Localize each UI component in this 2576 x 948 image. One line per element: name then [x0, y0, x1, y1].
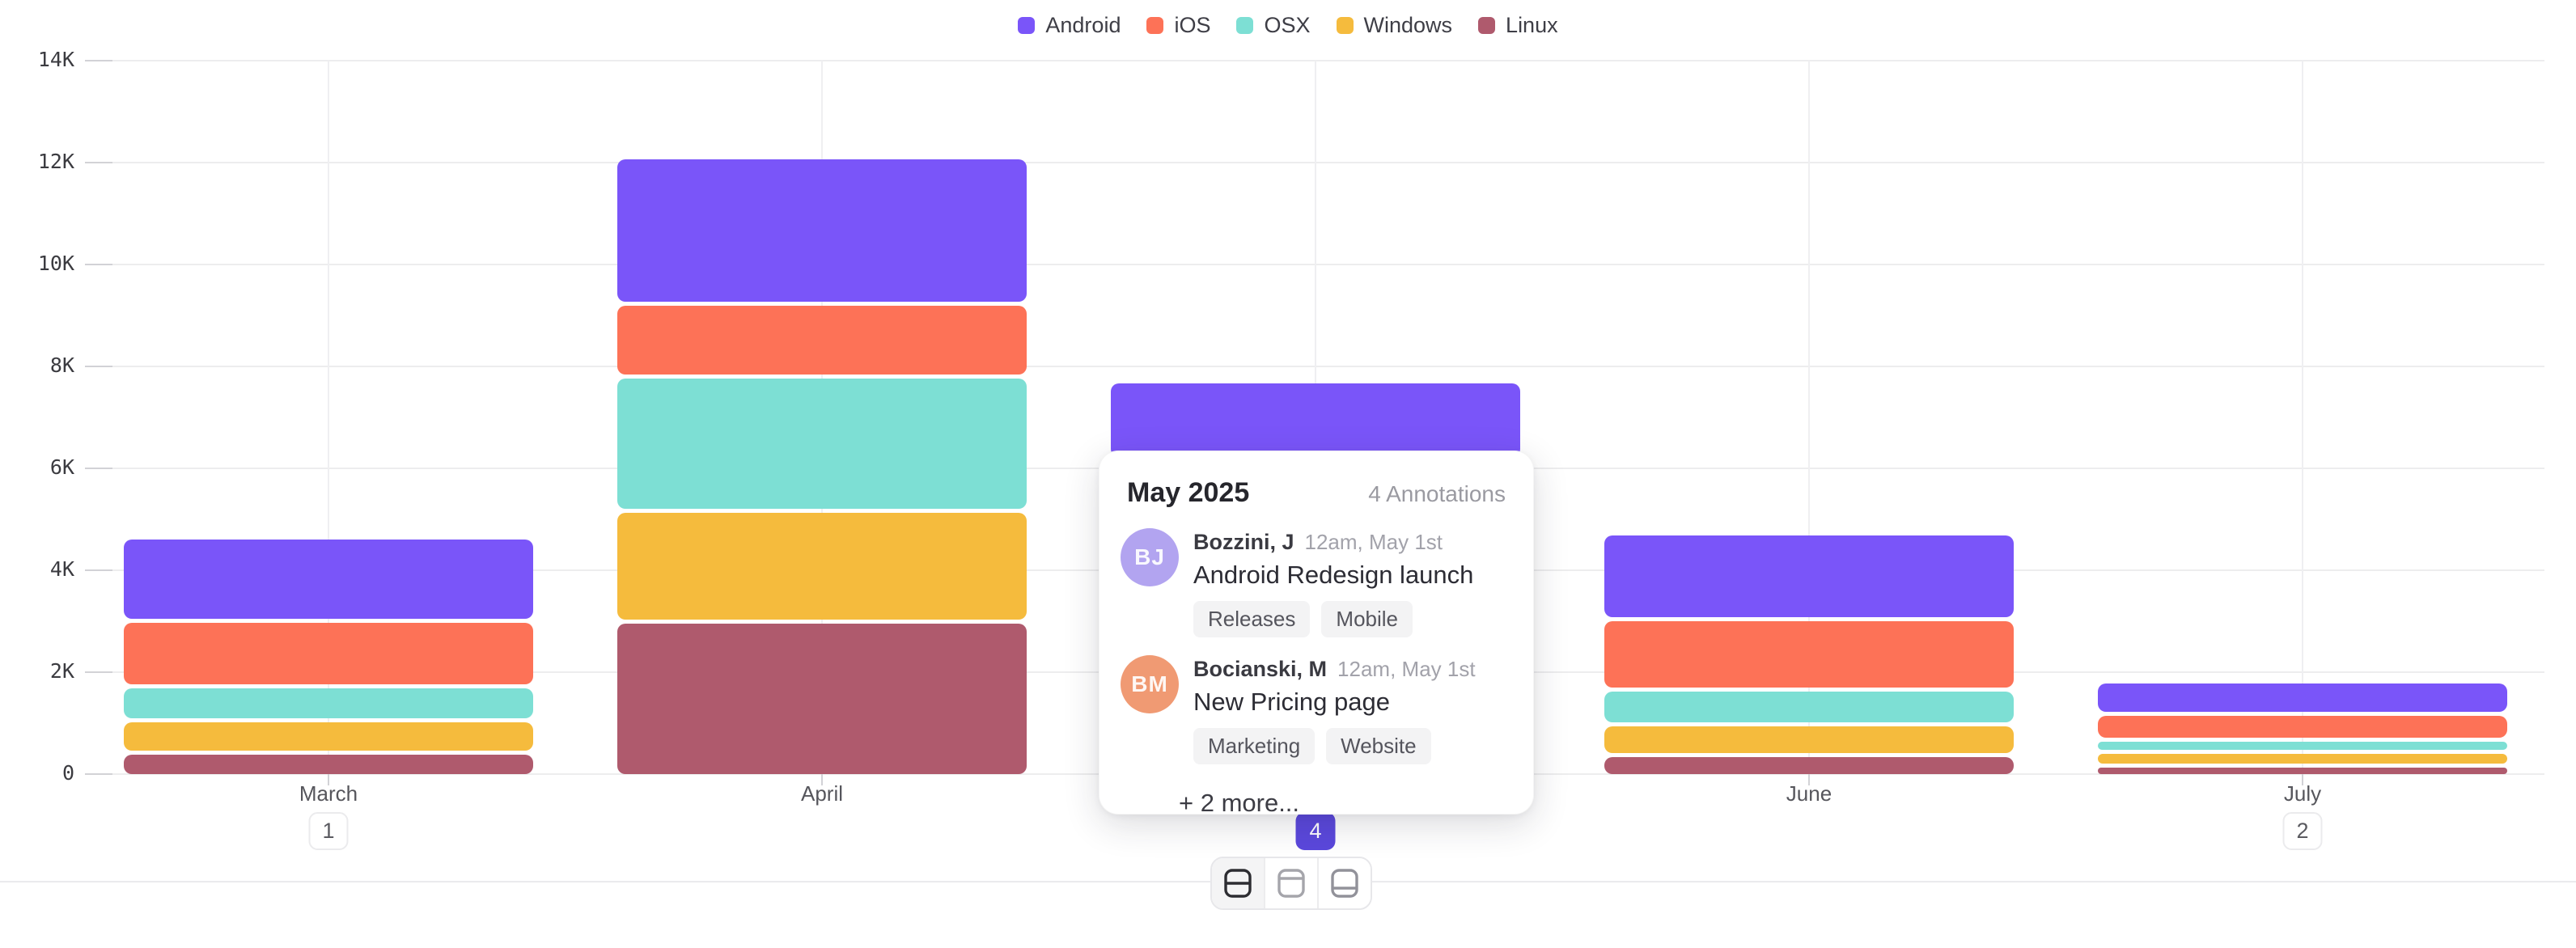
bar-segment-july-android[interactable]: [2098, 683, 2507, 712]
x-gridline: [1808, 61, 1810, 774]
x-axis-tick: [821, 774, 823, 785]
annotation-tag[interactable]: Marketing: [1193, 728, 1316, 764]
annotation-tag[interactable]: Mobile: [1321, 601, 1413, 637]
legend-item-osx[interactable]: OSX: [1236, 13, 1311, 38]
annotation-body: Bozzini, J 12am, May 1st Android Redesig…: [1193, 528, 1473, 637]
x-axis-tick: [2302, 774, 2303, 785]
month-label-june: June: [1786, 781, 1832, 806]
y-axis-tick: [85, 671, 112, 673]
chart-legend: Android iOS OSX Windows Linux: [0, 13, 2576, 38]
legend-label: OSX: [1264, 13, 1311, 37]
y-axis-label: 4K: [49, 557, 74, 581]
legend-item-android[interactable]: Android: [1018, 13, 1121, 38]
y-axis-label: 2K: [49, 659, 74, 683]
bar-segment-april-osx[interactable]: [617, 379, 1027, 509]
y-axis-label: 10K: [37, 252, 74, 275]
bar-segment-march-windows[interactable]: [124, 722, 533, 751]
bar-segment-april-windows[interactable]: [617, 512, 1027, 620]
bar-segment-june-windows[interactable]: [1604, 726, 2014, 753]
y-axis-tick: [85, 60, 112, 61]
annotation-item[interactable]: BM Bocianski, M 12am, May 1st New Pricin…: [1121, 655, 1510, 764]
annotation-author: Bozzini, J: [1193, 530, 1294, 554]
osx-swatch-icon: [1236, 17, 1254, 34]
legend-label: iOS: [1174, 13, 1211, 37]
x-gridline: [2302, 61, 2303, 774]
annotation-body: Bocianski, M 12am, May 1st New Pricing p…: [1193, 655, 1476, 764]
bar-segment-july-ios[interactable]: [2098, 715, 2507, 738]
bar-segment-july-linux[interactable]: [2098, 767, 2507, 774]
x-axis-tick: [1808, 774, 1810, 785]
windows-swatch-icon: [1336, 17, 1354, 34]
legend-label: Linux: [1506, 13, 1558, 37]
bar-segment-june-linux[interactable]: [1604, 756, 2014, 774]
x-axis-tick: [328, 774, 329, 785]
layout-toolbar: [1210, 857, 1372, 910]
bar-segment-march-osx[interactable]: [124, 688, 533, 719]
annotation-text: Android Redesign launch: [1193, 561, 1474, 589]
legend-item-linux[interactable]: Linux: [1478, 13, 1558, 38]
legend-item-windows[interactable]: Windows: [1336, 13, 1453, 38]
y-axis-tick: [85, 773, 112, 775]
x-gridline: [328, 61, 329, 774]
bar-segment-june-ios[interactable]: [1604, 621, 2014, 688]
bar-segment-march-android[interactable]: [124, 540, 533, 619]
bar-segment-april-android[interactable]: [617, 159, 1027, 303]
annotation-count-badge-may[interactable]: 4: [1295, 812, 1336, 850]
bar-segment-march-ios[interactable]: [124, 623, 533, 684]
annotations-count: 4 Annotations: [1368, 481, 1506, 506]
annotation-author: Bocianski, M: [1193, 657, 1328, 681]
y-axis-tick: [85, 569, 112, 571]
month-label-july: July: [2283, 781, 2322, 806]
footer-bottom-icon: [1331, 869, 1358, 898]
annotation-timestamp: 12am, May 1st: [1337, 657, 1476, 681]
linux-swatch-icon: [1478, 17, 1496, 34]
legend-label: Windows: [1363, 13, 1453, 37]
y-axis-label: 8K: [49, 353, 74, 377]
month-label-april: April: [800, 781, 844, 806]
bar-segment-april-linux[interactable]: [617, 624, 1027, 774]
bar-segment-april-ios[interactable]: [617, 306, 1027, 375]
month-label-march: March: [299, 781, 358, 806]
split-even-icon: [1224, 869, 1252, 898]
android-swatch-icon: [1018, 17, 1036, 34]
layout-footer-bottom-button[interactable]: [1317, 858, 1371, 908]
y-axis-tick: [85, 468, 112, 469]
annotation-text: New Pricing page: [1193, 688, 1390, 716]
show-more-annotations-link[interactable]: + 2 more...: [1179, 789, 1300, 817]
y-axis-tick: [85, 366, 112, 367]
annotation-count-badge-july[interactable]: 2: [2282, 812, 2323, 850]
avatar: BM: [1121, 655, 1179, 713]
annotation-count-badge-march[interactable]: 1: [308, 812, 349, 850]
layout-header-top-button[interactable]: [1264, 858, 1317, 908]
popover-title: May 2025: [1127, 477, 1250, 508]
y-axis-label: 6K: [49, 455, 74, 479]
ios-swatch-icon: [1146, 17, 1164, 34]
y-axis-tick: [85, 162, 112, 163]
y-axis-label: 0: [61, 761, 74, 785]
y-axis-label: 14K: [37, 48, 74, 71]
header-top-icon: [1277, 869, 1305, 898]
bar-segment-july-osx[interactable]: [2098, 741, 2507, 751]
annotation-tag[interactable]: Releases: [1193, 601, 1311, 637]
annotation-item[interactable]: BJ Bozzini, J 12am, May 1st Android Rede…: [1121, 528, 1510, 637]
y-axis-label: 12K: [37, 150, 74, 173]
bar-segment-march-linux[interactable]: [124, 755, 533, 774]
avatar: BJ: [1121, 528, 1179, 586]
bar-segment-june-osx[interactable]: [1604, 692, 2014, 722]
legend-item-ios[interactable]: iOS: [1146, 13, 1210, 38]
annotation-tag[interactable]: Website: [1326, 728, 1431, 764]
bar-segment-june-android[interactable]: [1604, 535, 2014, 618]
annotation-timestamp: 12am, May 1st: [1304, 530, 1443, 554]
annotations-popover: May 2025 4 Annotations BJ Bozzini, J 12a…: [1099, 451, 1534, 817]
bar-segment-may-android[interactable]: [1111, 383, 1520, 458]
legend-label: Android: [1045, 13, 1121, 37]
layout-split-even-button[interactable]: [1212, 858, 1264, 908]
y-axis-tick: [85, 264, 112, 265]
popover-header: May 2025 4 Annotations: [1127, 477, 1506, 509]
bar-segment-july-windows[interactable]: [2098, 754, 2507, 764]
